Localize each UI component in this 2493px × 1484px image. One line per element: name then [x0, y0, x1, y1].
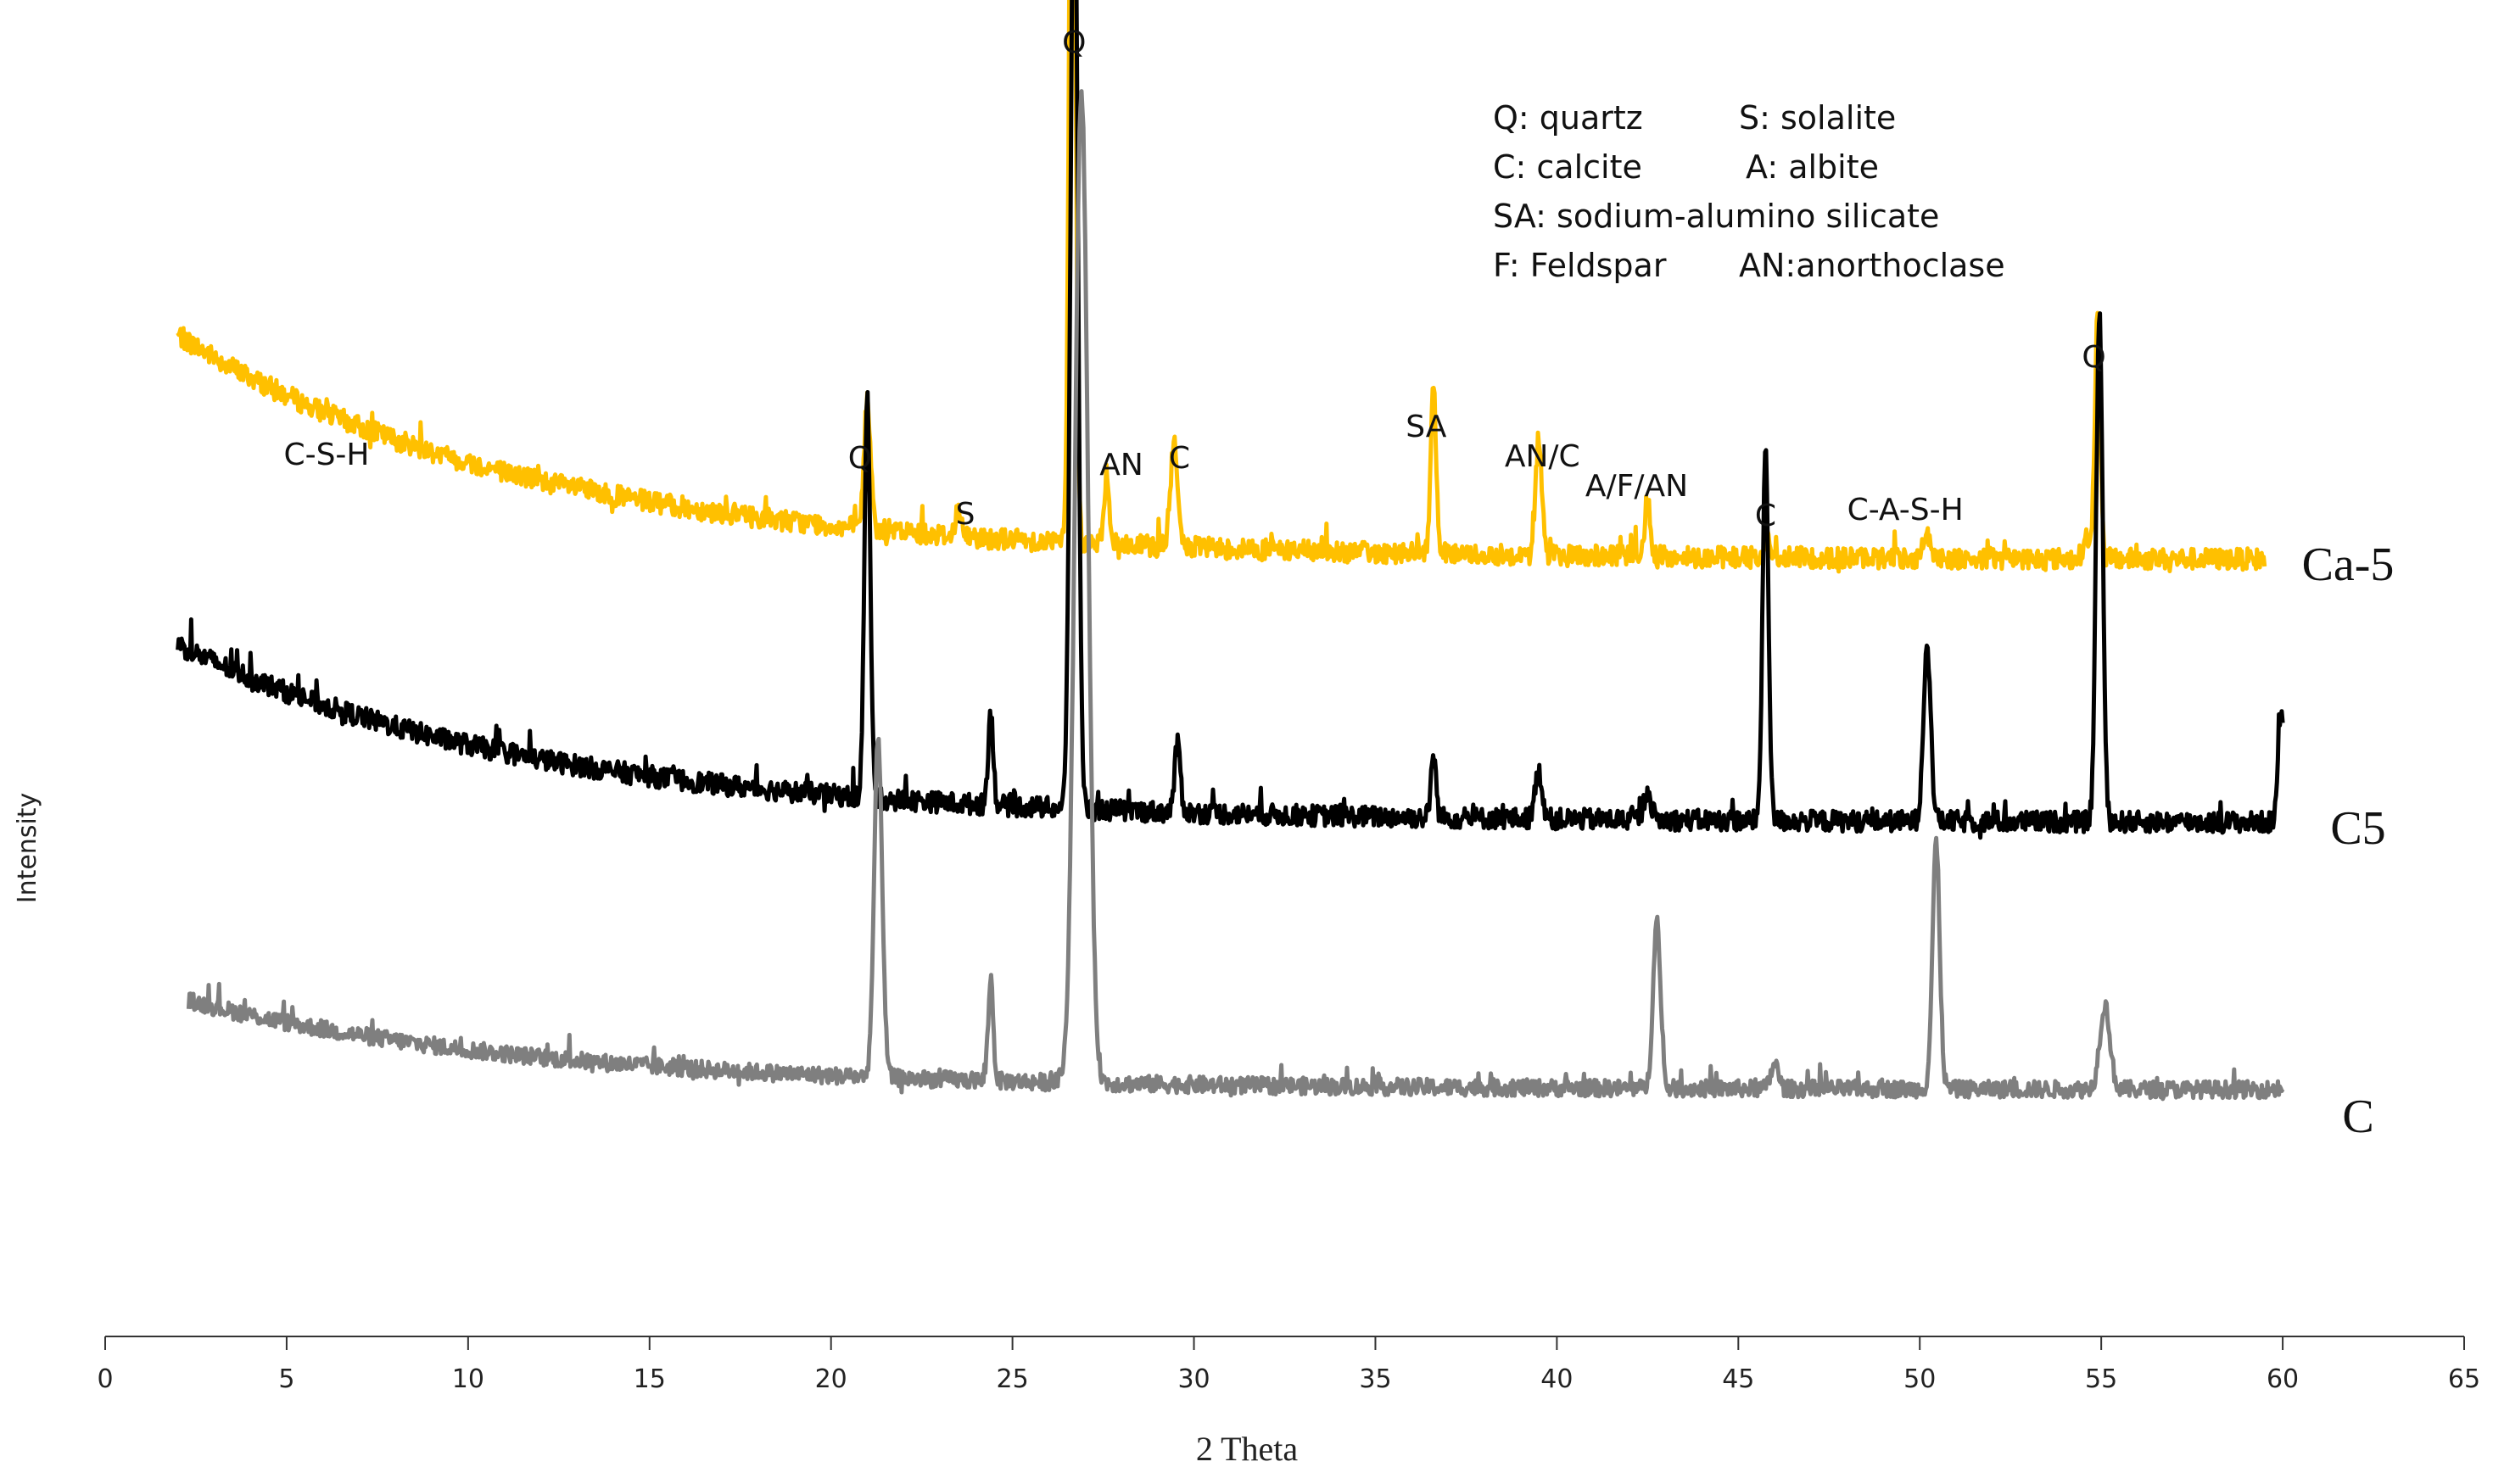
x-tick-label: 5: [278, 1364, 294, 1394]
x-tick-label: 45: [1722, 1364, 1754, 1394]
x-tick-label: 55: [2085, 1364, 2117, 1394]
x-tick-label: 25: [997, 1364, 1029, 1394]
peak-label: S: [956, 497, 975, 532]
peak-label: AN/C: [1505, 439, 1580, 474]
series-label-c5: C5: [2330, 802, 2385, 855]
legend-entry: S: solalite: [1739, 99, 1896, 137]
series-line-c5: [176, 0, 2285, 840]
y-axis-title: Intensity: [13, 793, 42, 904]
series-label-c: C: [2342, 1091, 2373, 1143]
x-tick-label: 35: [1359, 1364, 1391, 1394]
peak-label: Q: [2082, 340, 2105, 375]
peak-label: SA: [1406, 410, 1447, 444]
x-axis: 0 5 10 15 20 25 30 35 40 45 50 55 60 65: [97, 1336, 2480, 1394]
plot-area: [176, 0, 2285, 1102]
x-tick-label: 10: [452, 1364, 484, 1394]
series-label-ca-5: Ca-5: [2302, 538, 2395, 591]
peak-annotations: Q C-S-H Q S AN C SA AN/CA/F/AN C C-A-S-H Q: [283, 25, 2105, 533]
x-tick-label: 20: [815, 1364, 847, 1394]
peak-label: A/F/AN: [1585, 469, 1688, 504]
peak-label: C-S-H: [283, 438, 369, 472]
x-tick-label: 60: [2267, 1364, 2299, 1394]
series-labels: Ca-5 C5 C: [2302, 538, 2395, 1143]
series-line-ca-5: [176, 0, 2267, 574]
x-tick-label: 0: [97, 1364, 113, 1394]
x-tick-label: 15: [634, 1364, 666, 1394]
legend-entry: F: Feldspar: [1493, 247, 1667, 284]
x-tick-label: 40: [1540, 1364, 1573, 1394]
peak-label: C: [1755, 499, 1776, 533]
legend-entry: AN:anorthoclase: [1739, 247, 2005, 284]
series-line-c: [186, 89, 2285, 1102]
x-axis-title: 2 Theta: [1196, 1430, 1299, 1468]
legend-entry: SA: sodium-alumino silicate: [1493, 198, 1939, 235]
x-tick-label: 30: [1177, 1364, 1210, 1394]
legend-box: Q: quartz S: solalite C: calcite A: albite S…: [1493, 99, 2005, 284]
peak-label: AN: [1099, 448, 1143, 483]
legend-entry: Q: quartz: [1493, 99, 1643, 137]
legend-entry: A: albite: [1746, 148, 1879, 186]
peak-label: C: [1169, 441, 1190, 476]
x-tick-label: 50: [1903, 1364, 1936, 1394]
peak-label: Q: [1062, 25, 1086, 60]
legend-entry: C: calcite: [1493, 148, 1642, 186]
peak-label: C-A-S-H: [1847, 493, 1964, 527]
x-tick-label: 65: [2448, 1364, 2480, 1394]
peak-label: Q: [848, 441, 872, 476]
